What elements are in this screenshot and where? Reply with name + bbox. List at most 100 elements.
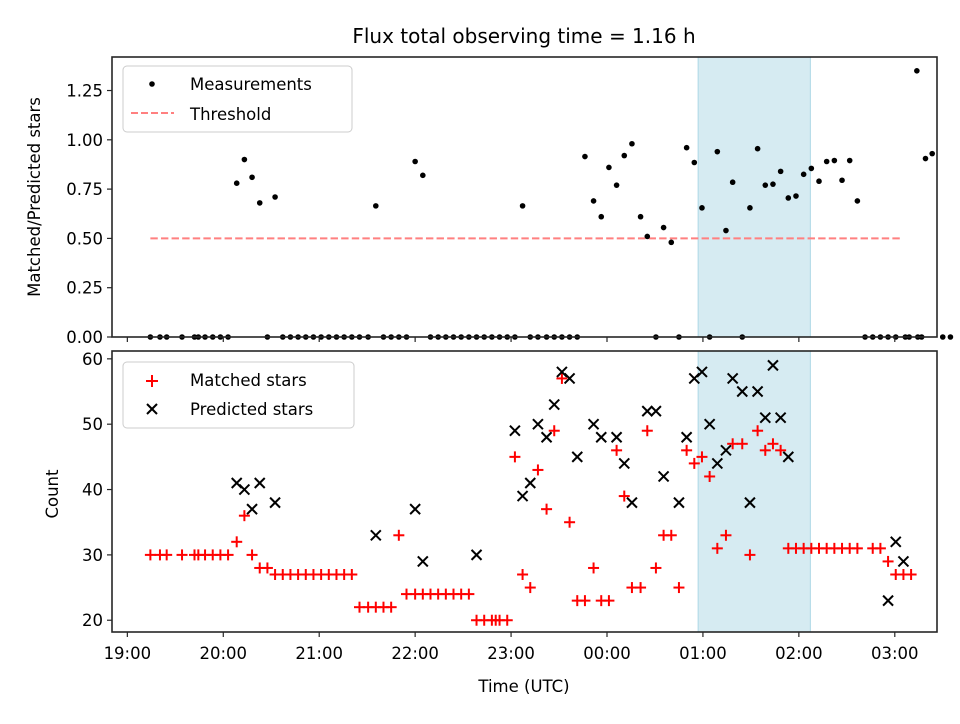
measurement-point: [272, 194, 278, 200]
predicted-star-point: [269, 496, 281, 509]
x-tick-label: 22:00: [391, 644, 439, 663]
predicted-star-point: [650, 405, 662, 417]
measurement-point: [699, 205, 705, 211]
legend-matched-marker: [146, 375, 158, 387]
measurement-point: [582, 153, 588, 160]
matched-star-point: [688, 457, 700, 469]
matched-star-point: [564, 516, 576, 528]
measurement-point: [808, 165, 815, 172]
matched-star-point: [532, 464, 544, 476]
matched-star-point: [611, 444, 623, 456]
measurement-point: [249, 174, 255, 181]
predicted-star-point: [595, 431, 607, 443]
measurement-point: [846, 157, 853, 164]
legend-measurements-label: Measurements: [190, 75, 312, 94]
matched-star-point: [641, 425, 653, 437]
measurement-point: [729, 179, 736, 186]
top-panel: 0.00 0.25 0.50 0.75 1.00 1.25 Matched/Predict…: [25, 56, 954, 347]
predicted-star-point: [409, 503, 421, 515]
x-tick-label: 20:00: [199, 644, 247, 663]
matched-star-point: [346, 568, 358, 580]
matched-star-point: [650, 562, 662, 574]
x-tick-label: 19:00: [104, 644, 152, 663]
measurement-point: [621, 152, 628, 159]
matched-star-point: [704, 470, 716, 482]
predicted-star-point: [618, 457, 630, 470]
predicted-star-point: [548, 398, 560, 411]
predicted-star-point: [417, 555, 429, 568]
matched-star-point: [393, 529, 405, 541]
y-tick-label: 20: [82, 611, 103, 630]
matched-star-point: [711, 542, 723, 554]
measurement-point: [770, 181, 776, 187]
predicted-star-point: [673, 496, 685, 509]
predicted-star-point: [774, 411, 787, 424]
matched-star-point: [759, 444, 771, 456]
matched-star-point: [874, 542, 886, 554]
matched-star-point: [548, 425, 560, 437]
x-tick-label: 00:00: [583, 644, 631, 663]
bottom-axes-frame: [111, 350, 938, 633]
matched-star-point: [541, 503, 553, 515]
measurement-point: [922, 155, 929, 162]
measurement-point: [644, 233, 651, 240]
matched-star-point: [501, 614, 513, 626]
x-tick-label: 03:00: [871, 644, 919, 663]
matched-star-point: [238, 510, 250, 522]
predicted-star-point: [532, 418, 544, 430]
predicted-star-point: [657, 470, 670, 483]
x-tick-label: 02:00: [775, 644, 823, 663]
matched-star-point: [673, 582, 685, 594]
matched-star-point: [681, 444, 693, 456]
predicted-star-point: [587, 418, 600, 430]
predicted-star-point: [626, 496, 638, 509]
matched-star-point: [385, 601, 397, 613]
matched-star-point: [261, 562, 273, 574]
legend-predicted-label: Predicted stars: [190, 400, 313, 419]
bottom-legend: Matched stars Predicted stars: [122, 361, 355, 429]
y-tick-label: 40: [82, 481, 103, 500]
measurement-point: [723, 227, 729, 234]
top-axes-frame: [111, 56, 938, 338]
matched-star-point: [463, 588, 475, 600]
predicted-star-point: [767, 359, 779, 372]
matched-star-point: [744, 549, 756, 561]
y-tick-label: 60: [82, 350, 103, 369]
matched-star-point: [775, 444, 787, 456]
measurement-point: [420, 172, 426, 179]
measurement-point: [373, 203, 379, 209]
predicted-star-point: [736, 385, 748, 398]
predicted-star-point: [890, 536, 902, 548]
measurement-point: [831, 157, 838, 164]
matched-star-point: [736, 438, 748, 450]
matched-star-point: [767, 438, 779, 450]
measurement-point: [816, 178, 822, 185]
measurement-point: [929, 150, 936, 157]
matched-star-point: [579, 595, 591, 607]
y-tick-label: 0.50: [66, 229, 103, 248]
predicted-star-point: [610, 431, 623, 443]
measurement-point: [613, 182, 620, 188]
predicted-star-point: [563, 372, 576, 385]
matched-star-point: [222, 549, 234, 561]
predicted-star-point: [726, 372, 739, 385]
predicted-star-point: [524, 477, 536, 489]
predicted-star-point: [370, 529, 382, 541]
measurement-point: [839, 177, 845, 184]
measurement-point: [747, 205, 753, 211]
predicted-star-point: [744, 496, 756, 509]
measurement-point: [754, 145, 761, 152]
measurement-point: [683, 144, 690, 151]
legend-measurements-marker: [149, 81, 155, 87]
measurement-point: [241, 156, 248, 163]
y-tick-label: 30: [82, 546, 103, 565]
predicted-star-point: [254, 477, 266, 489]
measurement-point: [800, 171, 807, 178]
predicted-star-point: [641, 405, 653, 417]
y-tick-label: 1.25: [66, 82, 103, 101]
matched-star-point: [727, 438, 739, 450]
x-tick-label: 21:00: [295, 644, 343, 663]
x-tick-label: 23:00: [487, 644, 535, 663]
